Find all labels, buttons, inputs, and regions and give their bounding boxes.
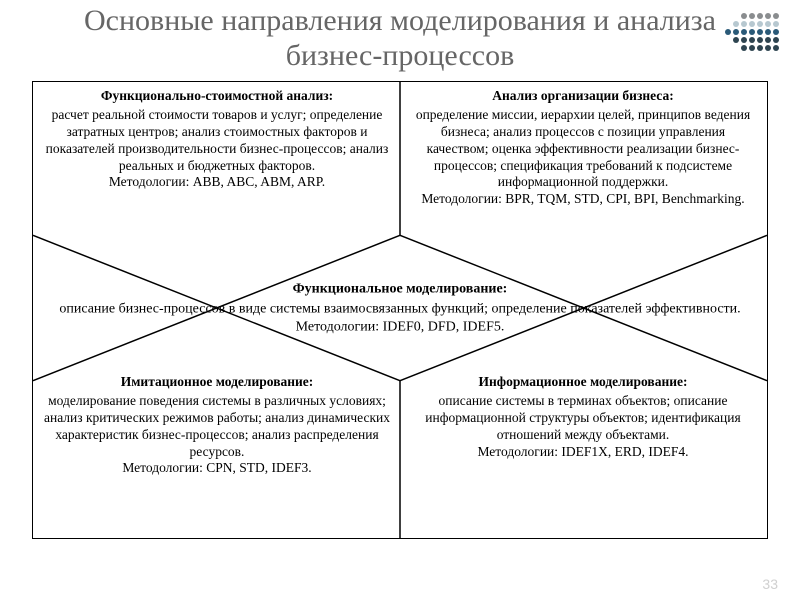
block-top-right: Анализ организации бизнеса: определение …: [399, 82, 767, 242]
block-center: Функциональное моделирование: описание б…: [59, 281, 740, 338]
block-center-wrap: Функциональное моделирование: описание б…: [40, 281, 760, 338]
block-body: описание бизнес-процессов в виде системы…: [59, 302, 740, 335]
block-heading: Анализ организации бизнеса:: [409, 88, 757, 105]
page-number: 33: [762, 576, 778, 592]
block-heading: Имитационное моделирование:: [43, 374, 391, 391]
block-body: расчет реальной стоимости товаров и услу…: [46, 107, 389, 190]
block-heading: Информационное моделирование:: [409, 374, 757, 391]
slide-logo: [722, 12, 782, 54]
slide-title: Основные направления моделирования и ана…: [0, 0, 800, 81]
block-bottom-left: Имитационное моделирование: моделировани…: [33, 368, 401, 538]
block-heading: Функционально-стоимостной анализ:: [43, 88, 391, 105]
block-body: определение миссии, иерархии целей, прин…: [416, 107, 750, 206]
block-top-left: Функционально-стоимостной анализ: расчет…: [33, 82, 401, 242]
block-body: описание системы в терминах объектов; оп…: [425, 393, 740, 459]
block-heading: Функциональное моделирование:: [59, 281, 740, 299]
block-body: моделирование поведения системы в различ…: [44, 393, 390, 476]
diagram-container: Функционально-стоимостной анализ: расчет…: [32, 81, 768, 539]
block-bottom-right: Информационное моделирование: описание с…: [399, 368, 767, 538]
